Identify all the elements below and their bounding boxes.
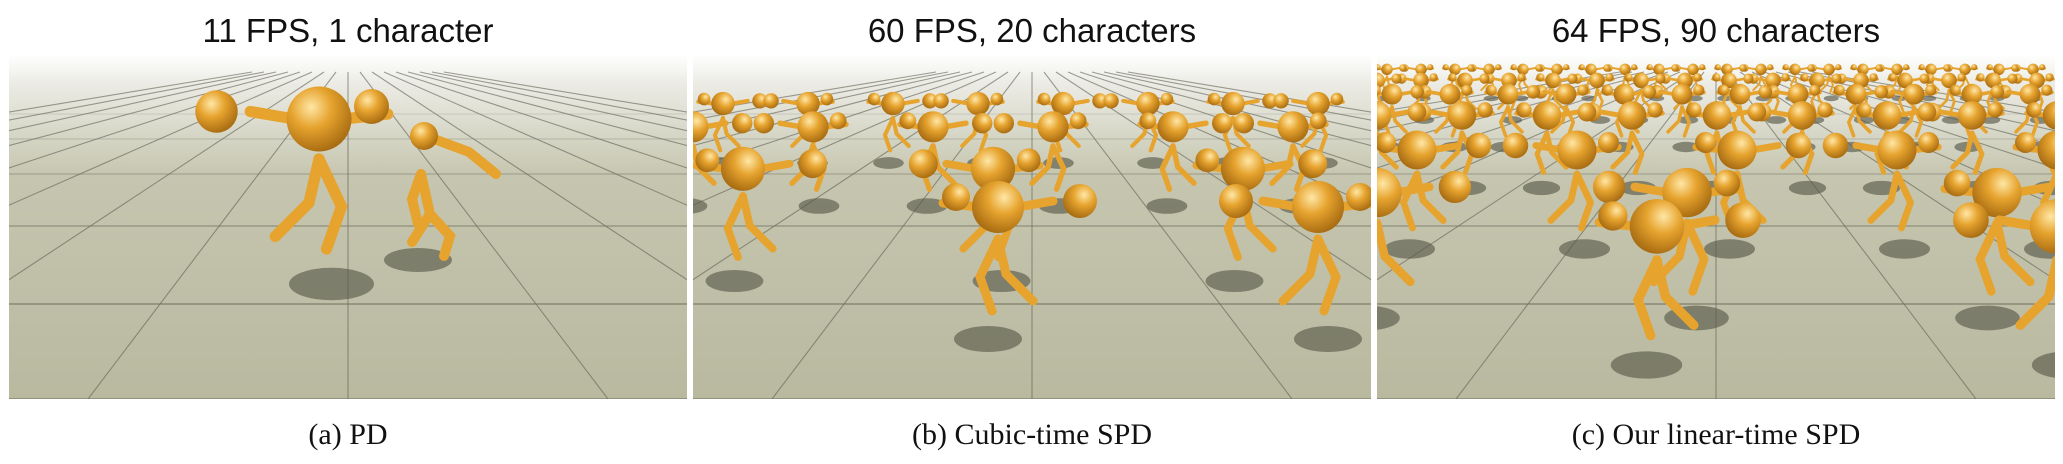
simulation-render-cubic-spd [693, 54, 1371, 399]
simulation-render-pd [9, 54, 687, 399]
panel-title: 11 FPS, 1 character [202, 12, 494, 49]
panel-title: 64 FPS, 90 characters [1551, 12, 1881, 49]
subfigure-caption: (a) PD [308, 418, 388, 451]
simulation-render-linear-spd [1377, 54, 2055, 399]
subfigure-caption: (c) Our linear-time SPD [1571, 418, 1861, 451]
panel-pd: 11 FPS, 1 character (a) PD [9, 0, 687, 464]
panel-title: 60 FPS, 20 characters [867, 12, 1197, 49]
panel-cubic-spd: 60 FPS, 20 characters (b) Cubic-time SPD [693, 0, 1371, 464]
panel-linear-spd: 64 FPS, 90 characters (c) Our linear-tim… [1377, 0, 2055, 464]
subfigure-caption: (b) Cubic-time SPD [912, 418, 1152, 451]
